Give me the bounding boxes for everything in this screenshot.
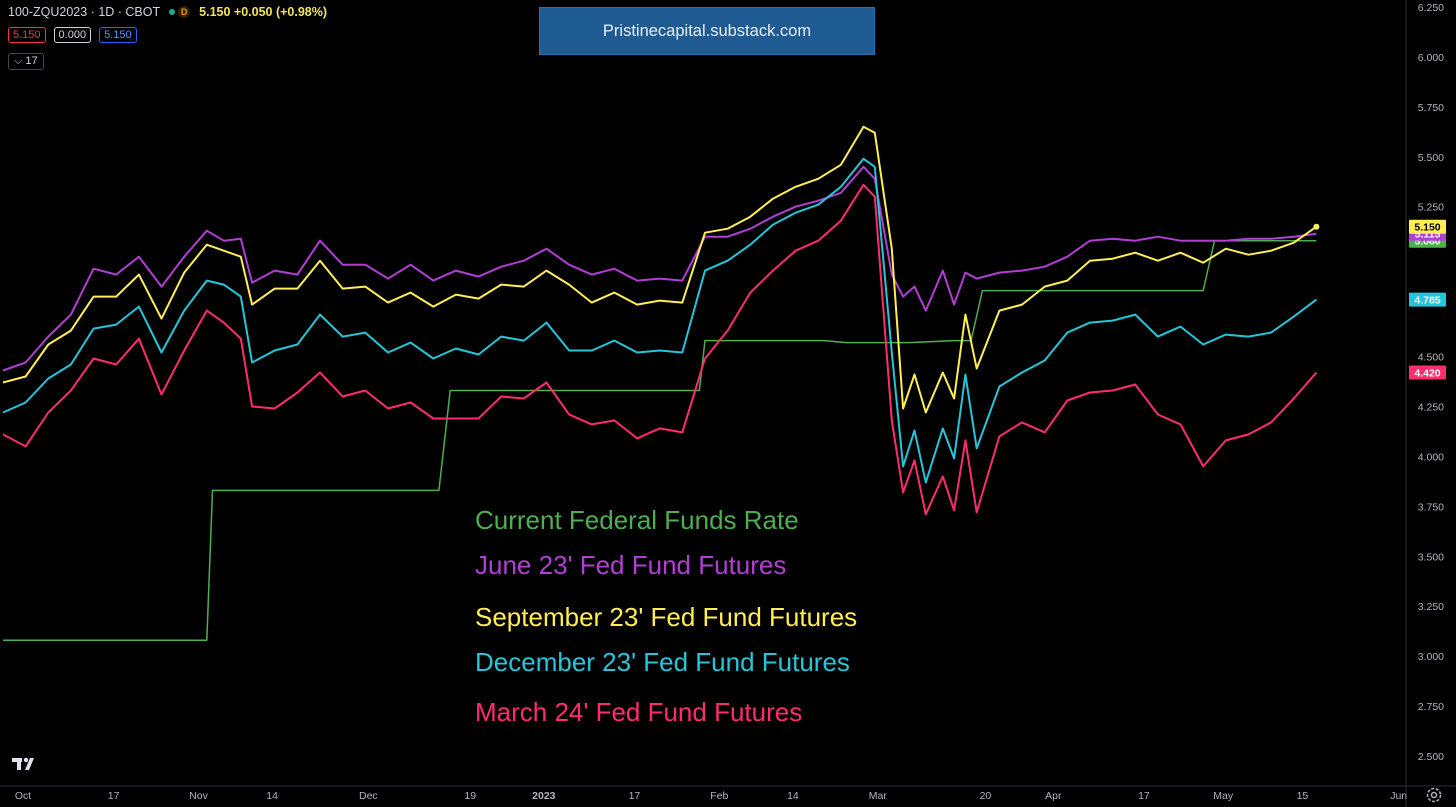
series-line-0 xyxy=(3,239,1317,641)
y-tick-label: 5.250 xyxy=(1418,202,1444,214)
series-line-3 xyxy=(2,157,1318,484)
indicators-collapse-button[interactable]: ⌵ 17 xyxy=(8,53,44,70)
legend-september-futures: September 23' Fed Fund Futures xyxy=(475,602,858,632)
x-tick-label: 17 xyxy=(629,790,641,802)
y-tick-label: 3.500 xyxy=(1418,551,1444,563)
y-tick-label: 5.750 xyxy=(1418,102,1444,114)
x-tick-label: 14 xyxy=(787,790,799,802)
status-indicators: D xyxy=(166,6,193,18)
sell-price-button[interactable]: 5.150 xyxy=(8,27,46,43)
x-tick-label: Nov xyxy=(189,790,208,802)
x-tick-label: 15 xyxy=(1297,790,1309,802)
y-tick-label: 4.500 xyxy=(1418,352,1444,364)
x-tick-label: Apr xyxy=(1045,790,1062,802)
last-price-dot xyxy=(1313,223,1320,230)
x-tick-label: 17 xyxy=(108,790,120,802)
y-tick-label: 4.250 xyxy=(1418,401,1444,413)
y-tick-label: 2.750 xyxy=(1418,701,1444,713)
chevron-down-icon: ⌵ xyxy=(14,55,23,67)
settings-gear-icon[interactable] xyxy=(1424,785,1444,805)
x-tick-label: 17 xyxy=(1138,790,1150,802)
spread-value: 0.000 xyxy=(53,27,92,43)
last-value-label: 4.420 xyxy=(1414,368,1440,380)
last-value-badge xyxy=(1409,365,1446,380)
y-tick-label: 3.000 xyxy=(1418,651,1444,663)
x-tick-label: Oct xyxy=(15,790,31,802)
bid-ask-row: 5.150 0.000 5.150 xyxy=(8,27,137,43)
series-line-2 xyxy=(2,125,1317,414)
y-tick-label: 5.500 xyxy=(1418,152,1444,164)
x-tick-label: 20 xyxy=(980,790,992,802)
watermark-banner: Pristinecapital.substack.com xyxy=(539,7,875,55)
y-tick-label: 3.750 xyxy=(1418,501,1444,513)
tv-logo-svg xyxy=(12,757,34,770)
price-change-quote: 5.150 +0.050 (+0.98%) xyxy=(199,5,328,19)
last-value-label: 4.785 xyxy=(1414,295,1440,307)
delayed-data-icon[interactable]: D xyxy=(178,6,191,18)
series-line-4 xyxy=(2,183,1318,516)
legend-december-futures: December 23' Fed Fund Futures xyxy=(475,647,850,677)
last-value-label: 5.150 xyxy=(1414,222,1440,234)
symbol-header: 100-ZQU2023 · 1D · CBOT D 5.150 +0.050 (… xyxy=(8,5,327,19)
x-tick-label: Feb xyxy=(710,790,728,802)
tradingview-logo-icon[interactable] xyxy=(12,756,40,777)
legend-march-futures: March 24' Fed Fund Futures xyxy=(475,697,803,727)
market-status-icon xyxy=(169,9,176,15)
x-tick-label: 19 xyxy=(464,790,476,802)
last-value-badge xyxy=(1409,292,1446,307)
y-tick-label: 6.000 xyxy=(1418,52,1444,64)
x-tick-label: 14 xyxy=(266,790,278,802)
x-tick-label: Jun xyxy=(1390,790,1407,802)
indicators-count: 17 xyxy=(25,55,38,67)
y-tick-label: 3.250 xyxy=(1418,601,1444,613)
y-tick-label: 2.500 xyxy=(1418,751,1444,763)
symbol-label[interactable]: 100-ZQU2023 · 1D · CBOT xyxy=(8,5,161,19)
legend-june-futures: June 23' Fed Fund Futures xyxy=(475,550,787,580)
x-tick-label: 2023 xyxy=(532,790,556,802)
y-tick-label: 6.250 xyxy=(1418,2,1444,14)
legend-fed-funds-rate: Current Federal Funds Rate xyxy=(475,505,799,535)
last-value-badge xyxy=(1409,219,1446,234)
x-tick-label: Dec xyxy=(359,790,378,802)
y-tick-label: 4.000 xyxy=(1418,451,1444,463)
x-tick-label: Mar xyxy=(869,790,888,802)
series-line-1 xyxy=(2,165,1317,372)
buy-price-button[interactable]: 5.150 xyxy=(99,27,137,43)
x-tick-label: May xyxy=(1213,790,1234,802)
